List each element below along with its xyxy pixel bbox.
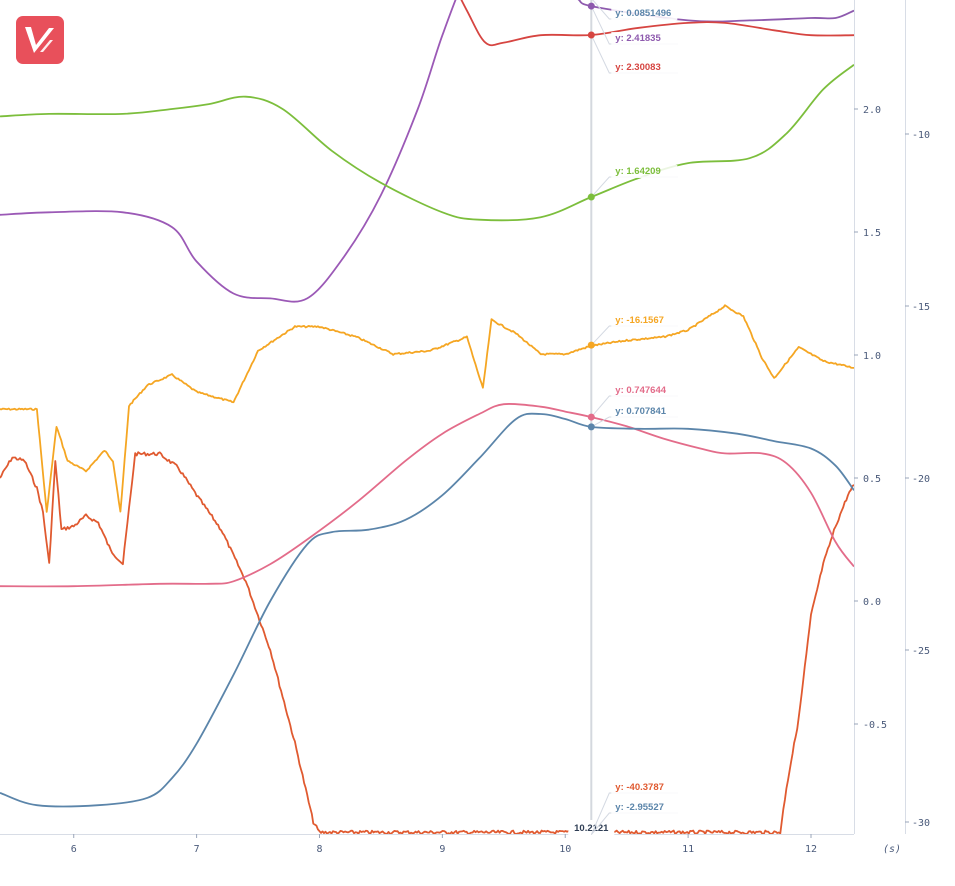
tooltip-bg <box>611 801 678 814</box>
tooltip-bg <box>611 384 678 397</box>
tooltip-marker <box>587 423 595 431</box>
left-tick-label: -0.5 <box>863 720 887 731</box>
tooltip-marker <box>587 341 595 349</box>
series-line-5 <box>0 451 854 834</box>
x-tick-label: 12 <box>805 844 817 855</box>
tooltip-bg <box>611 405 678 418</box>
tooltip-marker <box>587 413 595 421</box>
x-tick-label: 6 <box>71 844 77 855</box>
left-tick-label: 2.0 <box>863 105 881 116</box>
series-line-0 <box>0 0 457 303</box>
tooltip-marker <box>587 193 595 201</box>
series-line-4 <box>0 304 854 513</box>
tooltip-label: y: -40.3787 <box>615 782 664 793</box>
tooltip-bg <box>611 165 678 178</box>
x-tick-label: 7 <box>194 844 200 855</box>
series-line-3 <box>0 63 854 222</box>
tooltip-marker <box>587 31 595 39</box>
right-tick-label: -10 <box>912 130 930 141</box>
x-tick-label: 11 <box>682 844 694 855</box>
v-check-logo <box>16 16 64 64</box>
tooltip-label: y: -16.1567 <box>615 315 664 326</box>
series-line-7 <box>0 412 854 808</box>
right-tick-label: -20 <box>912 474 930 485</box>
right-tick-label: -30 <box>912 818 930 829</box>
series-line-6 <box>0 403 854 588</box>
left-tick-label: 0.0 <box>863 597 881 608</box>
tooltip-label: y: 0.747644 <box>615 385 666 396</box>
tooltip-bg <box>611 7 678 20</box>
cursor-x-label: 10.2121 <box>574 823 609 834</box>
tooltip-bg <box>611 314 678 327</box>
tooltip-label: y: 0.0851496 <box>615 8 671 19</box>
series-line-1 <box>577 0 854 23</box>
tooltip-bg <box>611 61 678 74</box>
series-line-2 <box>460 0 854 47</box>
x-tick-label: 9 <box>439 844 445 855</box>
right-tick-label: -25 <box>912 646 930 657</box>
tooltip-marker <box>587 2 595 10</box>
tooltip-bg <box>611 781 678 794</box>
cursor-label-bg <box>568 820 615 835</box>
left-tick-label: 1.5 <box>863 228 881 239</box>
tooltip-leader <box>590 325 678 346</box>
left-tick-label: 0.5 <box>863 474 881 485</box>
tooltip-leader <box>591 416 678 428</box>
x-tick-label: 10 <box>559 844 571 855</box>
tooltip-label: y: 1.64209 <box>615 166 660 177</box>
tooltip-label: y: 0.707841 <box>615 406 666 417</box>
x-unit-label: (s) <box>883 844 901 855</box>
left-tick-label: 1.0 <box>863 351 881 362</box>
tooltip-bg <box>611 32 678 45</box>
tooltip-label: y: 2.30083 <box>615 62 660 73</box>
tooltip-label: y: 2.41835 <box>615 33 661 44</box>
tooltip-label: y: -2.95527 <box>615 802 664 813</box>
right-tick-label: -15 <box>912 302 930 313</box>
x-tick-label: 8 <box>316 844 322 855</box>
